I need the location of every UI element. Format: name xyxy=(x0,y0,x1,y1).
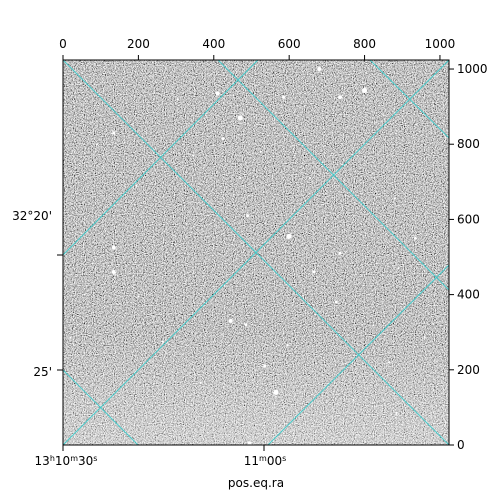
x-tick-label: 200 xyxy=(127,37,150,51)
star-point xyxy=(135,184,138,187)
star-point xyxy=(352,398,355,401)
star-point xyxy=(413,236,417,240)
star-point xyxy=(161,340,164,343)
star-point xyxy=(286,233,292,239)
x-axis-top: 0 200 400 600 800 1000 xyxy=(59,37,455,60)
ra-axis-bottom: 13h10m30s 11m00s pos.eq.ra xyxy=(35,445,287,490)
star-point xyxy=(388,361,391,364)
coordinate-grid xyxy=(63,60,449,445)
grid-line xyxy=(63,60,259,256)
star-point xyxy=(246,214,250,218)
star-point xyxy=(423,336,426,339)
y-tick-label: 400 xyxy=(457,288,480,302)
star-point xyxy=(273,389,279,395)
star-point xyxy=(192,154,195,157)
star-point xyxy=(334,300,338,304)
y-axis-right: 0 200 400 600 800 1000 xyxy=(449,62,488,452)
x-tick-label: 800 xyxy=(353,37,376,51)
image-panel xyxy=(62,59,450,446)
y-tick-label: 800 xyxy=(457,137,480,151)
star-point xyxy=(317,67,322,72)
star-point xyxy=(95,143,98,146)
star-point xyxy=(393,197,396,200)
star-point xyxy=(395,412,398,415)
y-tick-label: 0 xyxy=(457,438,465,452)
x-axis-label: pos.eq.ra xyxy=(228,476,284,490)
x-tick-label: 600 xyxy=(278,37,301,51)
star-point xyxy=(111,245,116,250)
grid-line xyxy=(267,264,449,445)
star-point xyxy=(215,91,220,96)
star-point xyxy=(112,131,116,135)
ra-tick-label: 11m00s xyxy=(244,454,287,468)
star-point xyxy=(221,137,225,141)
plot-frame xyxy=(62,59,450,446)
star-point xyxy=(286,344,289,347)
star-point xyxy=(176,98,179,101)
grid-line xyxy=(63,60,449,445)
star-point xyxy=(247,441,252,445)
star-point xyxy=(111,270,116,275)
star-point xyxy=(199,381,202,384)
star-point xyxy=(69,336,72,339)
star-point xyxy=(338,95,343,100)
star-point xyxy=(67,131,70,134)
star-point xyxy=(137,295,140,298)
y-tick-label: 1000 xyxy=(457,62,488,76)
y-tick-label: 200 xyxy=(457,363,480,377)
star-point xyxy=(312,270,316,274)
star-point xyxy=(259,150,262,153)
x-tick-label: 1000 xyxy=(425,37,456,51)
ra-tick-label: 13h10m30s xyxy=(35,454,98,468)
dec-axis-left: 32°20' 25' xyxy=(12,209,63,379)
star-layer xyxy=(67,67,426,445)
star-point xyxy=(338,251,342,255)
star-point xyxy=(397,267,400,270)
star-point xyxy=(308,177,311,180)
star-point xyxy=(282,95,286,99)
star-point xyxy=(263,364,267,368)
star-point xyxy=(228,318,233,323)
star-point xyxy=(244,323,248,327)
dec-tick-label: 32°20' xyxy=(12,209,52,223)
star-point xyxy=(362,87,368,93)
x-tick-label: 400 xyxy=(202,37,225,51)
dec-tick-label: 25' xyxy=(33,365,52,379)
star-point xyxy=(239,177,242,180)
y-tick-label: 600 xyxy=(457,212,480,226)
star-point xyxy=(237,115,243,121)
x-tick-label: 0 xyxy=(59,37,67,51)
